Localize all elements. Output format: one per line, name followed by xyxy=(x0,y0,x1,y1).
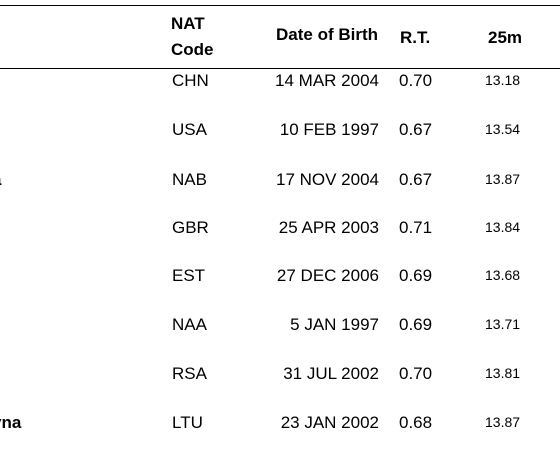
nat-code-header: NAT Code xyxy=(171,11,214,63)
nat-header-line1: NAT xyxy=(171,14,205,33)
split-25m-header: 25m xyxy=(488,28,523,47)
nat-code: LTU xyxy=(172,413,203,432)
nat-code: NAA xyxy=(172,315,207,334)
reaction-time-header: R.T. xyxy=(400,28,431,47)
date-of-birth: 17 NOV 2004 xyxy=(275,170,379,189)
date-of-birth-header: Date of Birth xyxy=(276,25,378,44)
split-25m: 13.18 xyxy=(485,72,521,88)
reaction-time: 0.67 xyxy=(399,120,433,139)
table-row: NAA 5 JAN 1997 0.69 13.71 xyxy=(0,315,560,363)
nat-header-line2: Code xyxy=(171,40,214,59)
split-25m: 13.87 xyxy=(485,171,521,187)
top-rule xyxy=(0,5,560,6)
date-of-birth: 23 JAN 2002 xyxy=(280,413,379,432)
table-row: EST 27 DEC 2006 0.69 13.68 xyxy=(0,266,560,314)
date-of-birth: 10 FEB 1997 xyxy=(279,120,379,139)
nat-code: NAB xyxy=(172,170,207,189)
header-rule xyxy=(0,68,560,69)
table-row: USA 10 FEB 1997 0.67 13.54 xyxy=(0,120,560,168)
split-25m: 13.81 xyxy=(485,365,521,381)
table-row: RSA 31 JUL 2002 0.70 13.81 xyxy=(0,364,560,412)
athlete-name: yna xyxy=(0,413,22,432)
date-of-birth: 14 MAR 2004 xyxy=(275,71,379,90)
split-25m: 13.68 xyxy=(485,267,521,283)
date-of-birth: 27 DEC 2006 xyxy=(276,266,379,285)
reaction-time: 0.69 xyxy=(399,266,433,285)
split-25m: 13.84 xyxy=(485,219,521,235)
table-row: GBR 25 APR 2003 0.71 13.84 xyxy=(0,218,560,266)
date-of-birth: 5 JAN 1997 xyxy=(290,315,379,334)
nat-code: RSA xyxy=(172,364,207,383)
athlete-name: a xyxy=(0,170,1,190)
split-25m: 13.87 xyxy=(485,414,521,430)
date-of-birth: 31 JUL 2002 xyxy=(283,364,379,383)
date-of-birth: 25 APR 2003 xyxy=(278,218,379,237)
reaction-time: 0.67 xyxy=(399,170,433,189)
reaction-time: 0.68 xyxy=(399,413,433,432)
nat-code: CHN xyxy=(172,71,209,90)
reaction-time: 0.69 xyxy=(399,315,433,334)
nat-code: USA xyxy=(172,120,207,139)
reaction-time: 0.71 xyxy=(399,218,433,237)
split-25m: 13.54 xyxy=(485,121,521,137)
table-row: yna LTU 23 JAN 2002 0.68 13.87 xyxy=(0,413,560,461)
table-row: CHN 14 MAR 2004 0.70 13.18 xyxy=(0,71,560,119)
split-25m: 13.71 xyxy=(485,316,521,332)
nat-code: EST xyxy=(172,266,206,285)
reaction-time: 0.70 xyxy=(399,71,433,90)
table-row: a NAB 17 NOV 2004 0.67 13.87 xyxy=(0,170,560,218)
reaction-time: 0.70 xyxy=(399,364,433,383)
nat-code: GBR xyxy=(172,218,209,237)
